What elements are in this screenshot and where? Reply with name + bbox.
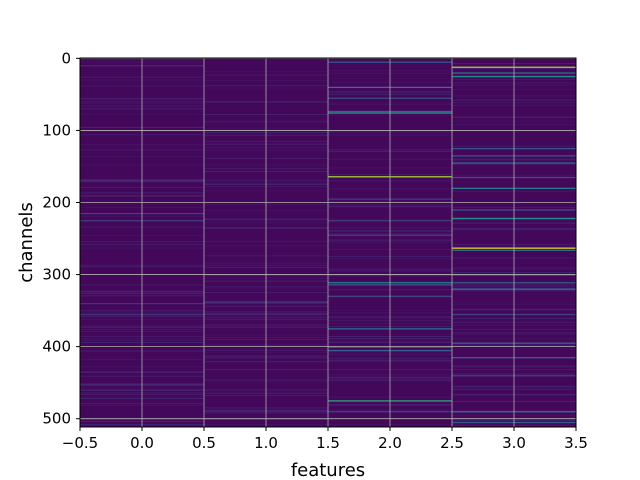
y-tick-label: 500 — [42, 410, 71, 428]
y-tick-label: 300 — [42, 266, 71, 284]
y-tick-label: 100 — [42, 121, 71, 139]
y-tick-label: 400 — [42, 338, 71, 356]
y-axis: 0 100 200 300 400 500 — [42, 49, 80, 428]
x-tick-label: 0.0 — [130, 434, 154, 452]
x-tick-label: −0.5 — [62, 434, 98, 452]
x-tick-label: 0.5 — [192, 434, 216, 452]
y-tick-label: 200 — [42, 194, 71, 212]
x-tick-label: 3.0 — [502, 434, 526, 452]
y-tick-label: 0 — [61, 49, 71, 67]
x-tick-label: 1.0 — [254, 434, 278, 452]
x-tick-label: 2.5 — [440, 434, 464, 452]
x-tick-label: 2.0 — [378, 434, 402, 452]
x-tick-label: 1.5 — [316, 434, 340, 452]
x-axis: −0.5 0.0 0.5 1.0 1.5 2.0 2.5 3.0 3.5 — [62, 427, 588, 452]
x-tick-label: 3.5 — [564, 434, 588, 452]
x-axis-label: features — [291, 460, 365, 480]
y-axis-label: channels — [16, 202, 37, 283]
